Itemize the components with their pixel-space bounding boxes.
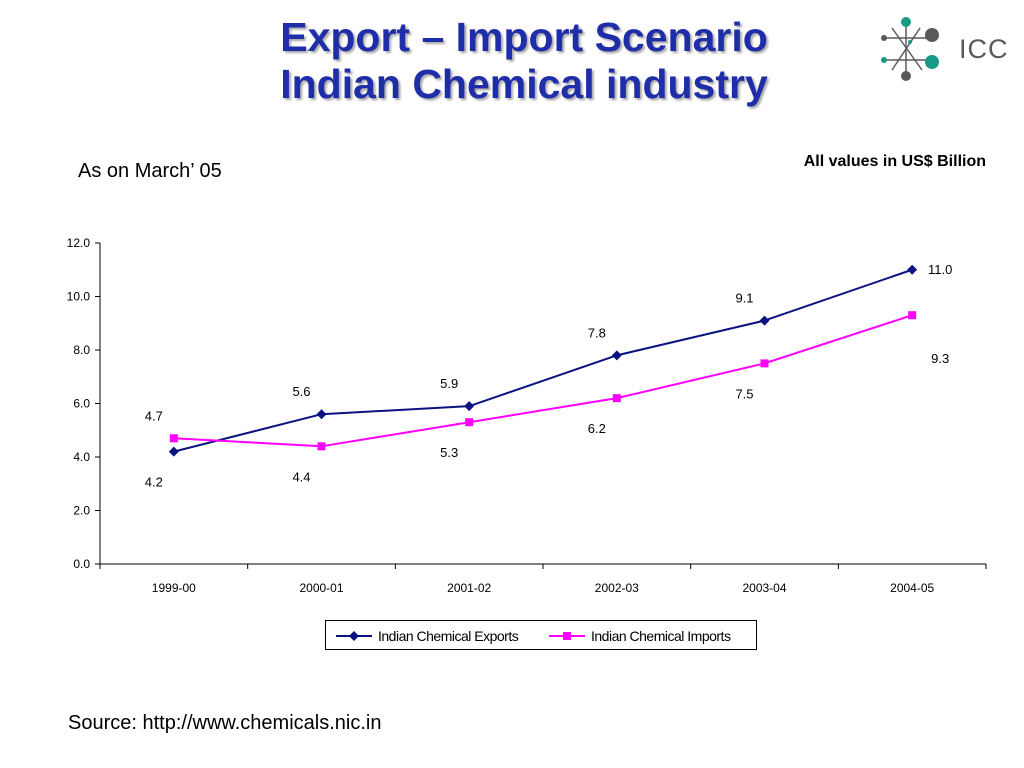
y-tick-label: 2.0: [73, 504, 90, 518]
exports-point: [907, 264, 918, 275]
x-tick-label: 2001-02: [447, 581, 491, 595]
imports-point: [908, 311, 917, 320]
x-tick-label: 2000-01: [299, 581, 343, 595]
exports-data-label: 4.2: [145, 475, 163, 490]
x-tick-label: 1999-00: [152, 581, 196, 595]
y-tick-label: 8.0: [73, 343, 90, 357]
x-tick-label: 2004-05: [890, 581, 934, 595]
imports-point: [760, 359, 769, 368]
imports-data-label: 4.4: [292, 469, 310, 484]
exports-data-label: 11.0: [928, 262, 952, 277]
legend-exports-label: Indian Chemical Exports: [378, 628, 519, 644]
series-line-imports: [173, 314, 913, 448]
imports-data-label: 4.7: [145, 408, 163, 423]
imports-data-label: 9.3: [931, 351, 949, 366]
y-tick-label: 12.0: [67, 236, 91, 250]
imports-point: [465, 418, 474, 427]
exports-point: [464, 401, 475, 412]
imports-point: [612, 394, 621, 403]
y-tick-label: 10.0: [67, 290, 91, 304]
exports-data-label: 7.8: [588, 325, 606, 340]
legend-imports-marker-icon: [549, 632, 585, 640]
legend-imports-label: Indian Chemical Imports: [591, 628, 731, 644]
x-tick-label: 2002-03: [595, 581, 639, 595]
title-line-2: Indian Chemical industry: [280, 61, 768, 107]
legend-exports-marker-icon: [336, 631, 372, 641]
imports-data-label: 6.2: [588, 421, 606, 436]
chart-legend: Indian Chemical Exports Indian Chemical …: [325, 620, 757, 650]
as-on-date: As on March’ 05: [78, 160, 222, 182]
x-tick-label: 2003-04: [742, 581, 786, 595]
legend-item-exports: Indian Chemical Exports: [334, 621, 519, 651]
imports-point: [169, 434, 178, 443]
legend-item-imports: Indian Chemical Imports: [547, 621, 731, 651]
imports-point: [317, 442, 326, 451]
logo-text: ICC: [959, 34, 1009, 64]
imports-data-label: 7.5: [735, 386, 753, 401]
exports-point: [759, 315, 770, 326]
units-note: All values in US$ Billion: [803, 153, 986, 170]
y-tick-label: 6.0: [73, 397, 90, 411]
y-tick-label: 0.0: [73, 557, 90, 571]
source-note: Source: http://www.chemicals.nic.in: [68, 712, 382, 734]
y-tick-label: 4.0: [73, 450, 90, 464]
icc-logo-icon: [881, 17, 939, 81]
exports-point: [611, 350, 622, 361]
imports-data-label: 5.3: [440, 445, 458, 460]
title-line-1: Export – Import Scenario: [280, 14, 768, 60]
exports-point: [316, 409, 327, 420]
exports-data-label: 5.6: [292, 384, 310, 399]
exports-data-label: 5.9: [440, 376, 458, 391]
exports-data-label: 9.1: [735, 291, 753, 306]
series-line-exports: [173, 268, 913, 453]
slide-title: Export – Import Scenario Indian Chemical…: [0, 14, 1024, 108]
exports-point: [168, 446, 179, 457]
